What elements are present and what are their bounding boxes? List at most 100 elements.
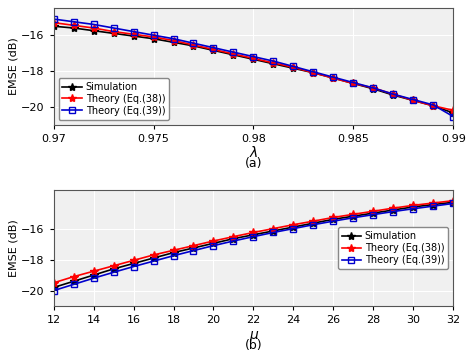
Simulation [251, 233, 256, 237]
Simulation [310, 70, 316, 75]
Simulation [330, 76, 336, 80]
Theory (Eq.(39)) [310, 70, 316, 74]
Theory (Eq.(39)) [191, 41, 196, 45]
Theory (Eq.(39)) [430, 204, 436, 208]
Simulation [310, 221, 316, 225]
X-axis label: λ: λ [249, 146, 257, 160]
Theory (Eq.(38)) [231, 234, 237, 239]
Line: Simulation: Simulation [49, 198, 457, 291]
Theory (Eq.(39)) [450, 201, 456, 206]
Theory (Eq.(38)) [330, 76, 336, 80]
Simulation [251, 57, 256, 61]
Simulation [131, 34, 137, 38]
Simulation [151, 256, 156, 260]
Theory (Eq.(38)) [71, 274, 76, 279]
Theory (Eq.(38)) [251, 230, 256, 234]
Theory (Eq.(38)) [91, 26, 96, 30]
Simulation [291, 66, 296, 70]
Theory (Eq.(39)) [410, 207, 416, 211]
Simulation [51, 24, 56, 28]
Simulation [71, 26, 76, 30]
Theory (Eq.(39)) [251, 54, 256, 59]
Simulation [271, 229, 276, 233]
Theory (Eq.(39)) [371, 212, 376, 217]
Simulation [371, 211, 376, 215]
Theory (Eq.(39)) [271, 230, 276, 234]
Theory (Eq.(39)) [191, 248, 196, 253]
Theory (Eq.(38)) [310, 219, 316, 223]
Text: (b): (b) [245, 339, 262, 352]
Theory (Eq.(38)) [330, 215, 336, 220]
Simulation [151, 37, 156, 41]
Theory (Eq.(39)) [111, 26, 117, 30]
Theory (Eq.(39)) [91, 22, 96, 26]
Theory (Eq.(38)) [450, 199, 456, 203]
Theory (Eq.(38)) [191, 244, 196, 248]
Theory (Eq.(39)) [210, 244, 216, 248]
Theory (Eq.(38)) [271, 227, 276, 231]
Theory (Eq.(39)) [450, 114, 456, 119]
Theory (Eq.(39)) [171, 37, 176, 41]
Theory (Eq.(38)) [71, 23, 76, 28]
Theory (Eq.(39)) [111, 270, 117, 274]
Simulation [111, 31, 117, 36]
Theory (Eq.(38)) [291, 223, 296, 227]
Theory (Eq.(38)) [271, 61, 276, 65]
Theory (Eq.(38)) [391, 92, 396, 96]
Simulation [271, 62, 276, 66]
Theory (Eq.(38)) [231, 52, 237, 56]
Theory (Eq.(38)) [210, 47, 216, 52]
Theory (Eq.(39)) [251, 234, 256, 239]
Simulation [430, 103, 436, 108]
Theory (Eq.(38)) [51, 20, 56, 25]
Theory (Eq.(39)) [151, 33, 156, 37]
Theory (Eq.(38)) [450, 108, 456, 113]
Theory (Eq.(39)) [330, 219, 336, 223]
Theory (Eq.(38)) [430, 103, 436, 108]
Theory (Eq.(38)) [410, 203, 416, 208]
Simulation [350, 214, 356, 219]
Theory (Eq.(39)) [131, 264, 137, 269]
Simulation [291, 225, 296, 229]
Theory (Eq.(38)) [111, 29, 117, 34]
Theory (Eq.(39)) [410, 97, 416, 102]
Simulation [330, 217, 336, 221]
Theory (Eq.(39)) [51, 289, 56, 293]
Simulation [410, 205, 416, 209]
Theory (Eq.(38)) [350, 81, 356, 86]
Theory (Eq.(39)) [391, 92, 396, 96]
Legend: Simulation, Theory (Eq.(38)), Theory (Eq.(39)): Simulation, Theory (Eq.(38)), Theory (Eq… [58, 78, 169, 120]
Theory (Eq.(39)) [210, 45, 216, 50]
Theory (Eq.(38)) [251, 56, 256, 61]
Simulation [410, 98, 416, 103]
Simulation [210, 48, 216, 53]
Theory (Eq.(39)) [71, 282, 76, 286]
Theory (Eq.(38)) [210, 239, 216, 243]
Theory (Eq.(39)) [350, 80, 356, 85]
Simulation [371, 87, 376, 91]
Theory (Eq.(39)) [350, 216, 356, 220]
Theory (Eq.(38)) [310, 70, 316, 75]
Theory (Eq.(38)) [371, 209, 376, 213]
Simulation [391, 93, 396, 97]
Line: Theory (Eq.(39)): Theory (Eq.(39)) [51, 16, 456, 119]
Theory (Eq.(38)) [51, 281, 56, 285]
Theory (Eq.(39)) [71, 20, 76, 24]
Simulation [171, 250, 176, 255]
Simulation [350, 81, 356, 86]
Simulation [111, 267, 117, 271]
Theory (Eq.(38)) [291, 65, 296, 70]
Theory (Eq.(39)) [371, 86, 376, 90]
Theory (Eq.(39)) [391, 209, 396, 214]
Theory (Eq.(38)) [91, 269, 96, 273]
Theory (Eq.(38)) [131, 258, 137, 262]
Theory (Eq.(39)) [330, 75, 336, 79]
Simulation [171, 40, 176, 45]
Simulation [231, 236, 237, 241]
Simulation [91, 273, 96, 277]
Theory (Eq.(38)) [350, 212, 356, 216]
Theory (Eq.(38)) [171, 248, 176, 252]
Theory (Eq.(38)) [391, 206, 396, 210]
Line: Simulation: Simulation [49, 22, 457, 117]
Theory (Eq.(39)) [291, 227, 296, 231]
